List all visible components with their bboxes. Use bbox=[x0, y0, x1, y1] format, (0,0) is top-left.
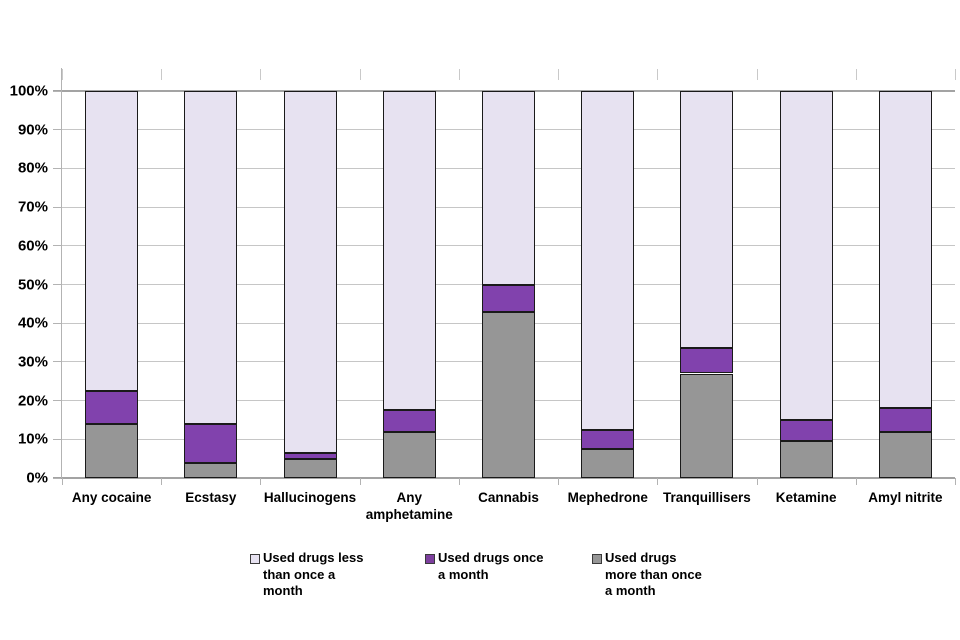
bar-segment-any-amphetamine-s1 bbox=[382, 410, 436, 432]
top-boundary-tick bbox=[260, 69, 262, 80]
gridline-0% bbox=[53, 477, 955, 479]
legend-label-line: Used drugs once bbox=[438, 550, 544, 565]
bar-segment-mephedrone-s0 bbox=[581, 448, 635, 478]
x-axis-category-label: Mephedrone bbox=[567, 490, 648, 505]
x-axis-tick bbox=[756, 478, 758, 485]
y-axis-tick-label: 10% bbox=[17, 430, 48, 448]
bar-segment-amyl-nitrite-s2 bbox=[878, 91, 932, 409]
y-axis-tick-label: 30% bbox=[17, 353, 48, 371]
top-boundary-tick bbox=[955, 69, 956, 80]
bar-segment-any-amphetamine-s0 bbox=[382, 431, 436, 478]
x-axis-category-label: Any cocaine bbox=[71, 490, 152, 505]
x-axis-tick bbox=[62, 478, 63, 485]
bar-segment-amyl-nitrite-s1 bbox=[878, 408, 932, 432]
y-axis-tick bbox=[53, 361, 61, 363]
bar-segment-mephedrone-s2 bbox=[581, 91, 635, 430]
x-axis-category-label: Ketamine bbox=[775, 490, 837, 505]
bar-segment-cannabis-s1 bbox=[482, 284, 535, 312]
bar-segment-ketamine-s0 bbox=[779, 441, 833, 478]
bar-segment-ecstasy-s2 bbox=[184, 91, 238, 424]
legend-swatch-icon bbox=[592, 554, 602, 564]
bar-segment-any-amphetamine-s2 bbox=[382, 91, 436, 411]
legend-swatch-icon bbox=[425, 554, 435, 564]
legend-label: Used drugs less than once a month bbox=[263, 550, 363, 600]
bar-segment-any-cocaine-s2 bbox=[85, 91, 139, 391]
x-axis-category-label: Tranquillisers bbox=[663, 490, 751, 505]
x-axis-tick bbox=[657, 478, 659, 485]
top-boundary-tick bbox=[161, 69, 163, 80]
bar-segment-ecstasy-s0 bbox=[184, 462, 238, 478]
y-axis-tick bbox=[53, 322, 61, 324]
bar-segment-mephedrone-s1 bbox=[581, 429, 635, 449]
legend-label: Used drugs more than once a month bbox=[605, 550, 702, 600]
top-boundary-tick bbox=[62, 69, 63, 80]
top-boundary-tick bbox=[458, 69, 460, 80]
y-axis-tick-label: 90% bbox=[17, 121, 48, 139]
top-boundary-tick bbox=[756, 69, 758, 80]
x-axis-tick bbox=[359, 478, 361, 485]
legend-label-line: than once a bbox=[263, 566, 336, 582]
x-axis-tick bbox=[855, 478, 857, 485]
bar-segment-ketamine-s2 bbox=[779, 91, 833, 420]
y-axis-line bbox=[61, 68, 62, 478]
y-axis-tick-label: 20% bbox=[17, 392, 48, 410]
top-boundary-tick bbox=[359, 69, 361, 80]
bar-segment-tranquillisers-s2 bbox=[680, 91, 734, 349]
x-axis-category-label: Any amphetamine bbox=[365, 490, 453, 522]
y-axis-tick bbox=[53, 438, 61, 440]
y-axis-tick bbox=[53, 206, 61, 208]
bar-segment-amyl-nitrite-s0 bbox=[878, 431, 932, 478]
top-boundary-tick bbox=[558, 69, 560, 80]
bar-segment-hallucinogens-s0 bbox=[283, 458, 337, 478]
x-axis-tick bbox=[458, 478, 460, 485]
legend-label-line: more than once bbox=[605, 566, 702, 582]
top-boundary-tick bbox=[657, 69, 659, 80]
y-axis-tick bbox=[53, 129, 61, 131]
x-axis-category-label: Cannabis bbox=[478, 490, 539, 505]
bar-segment-ecstasy-s1 bbox=[184, 423, 238, 463]
y-axis-tick-label: 80% bbox=[17, 159, 48, 177]
top-boundary-tick bbox=[855, 69, 857, 80]
y-axis-tick-label: 50% bbox=[17, 276, 48, 293]
legend-swatch-icon bbox=[250, 554, 260, 564]
x-axis-category-label: Amyl nitrite bbox=[868, 490, 943, 505]
bar-segment-tranquillisers-s1 bbox=[680, 348, 734, 374]
x-axis-category-label: Ecstasy bbox=[185, 490, 237, 505]
y-axis-tick-label: 70% bbox=[17, 198, 48, 216]
legend-label-line: Used drugs bbox=[605, 550, 677, 565]
bar-segment-any-cocaine-s0 bbox=[85, 423, 139, 478]
y-axis-tick bbox=[53, 245, 61, 247]
legend-label-line: a month bbox=[605, 583, 656, 598]
y-axis-tick-label: 60% bbox=[17, 237, 48, 255]
x-axis-tick bbox=[161, 478, 163, 485]
y-axis-tick-label: 0% bbox=[26, 469, 48, 487]
y-axis-tick-label: 40% bbox=[17, 314, 48, 332]
y-axis-tick bbox=[53, 167, 61, 169]
legend-label-line: month bbox=[263, 583, 303, 598]
y-axis-tick-label: 100% bbox=[9, 82, 48, 100]
bar-segment-tranquillisers-s0 bbox=[680, 373, 734, 478]
y-axis-tick bbox=[53, 400, 61, 402]
y-axis-tick bbox=[53, 90, 61, 92]
bar-segment-hallucinogens-s1 bbox=[283, 452, 337, 459]
bar-segment-ketamine-s1 bbox=[779, 419, 833, 442]
y-axis-tick bbox=[53, 477, 61, 479]
bar-segment-hallucinogens-s2 bbox=[283, 91, 337, 453]
bar-segment-cannabis-s2 bbox=[482, 91, 535, 285]
y-axis-tick bbox=[53, 284, 61, 285]
x-axis-tick bbox=[260, 478, 262, 485]
x-axis-tick bbox=[558, 478, 560, 485]
legend-label-line: a month bbox=[438, 566, 489, 582]
bar-segment-any-cocaine-s1 bbox=[85, 390, 139, 424]
x-axis-tick bbox=[955, 478, 956, 485]
legend-label: Used drugs once a month bbox=[438, 550, 543, 583]
bar-segment-cannabis-s0 bbox=[482, 311, 535, 478]
legend-label-line: Used drugs less bbox=[263, 550, 364, 565]
x-axis-category-label: Hallucinogens bbox=[263, 490, 357, 505]
